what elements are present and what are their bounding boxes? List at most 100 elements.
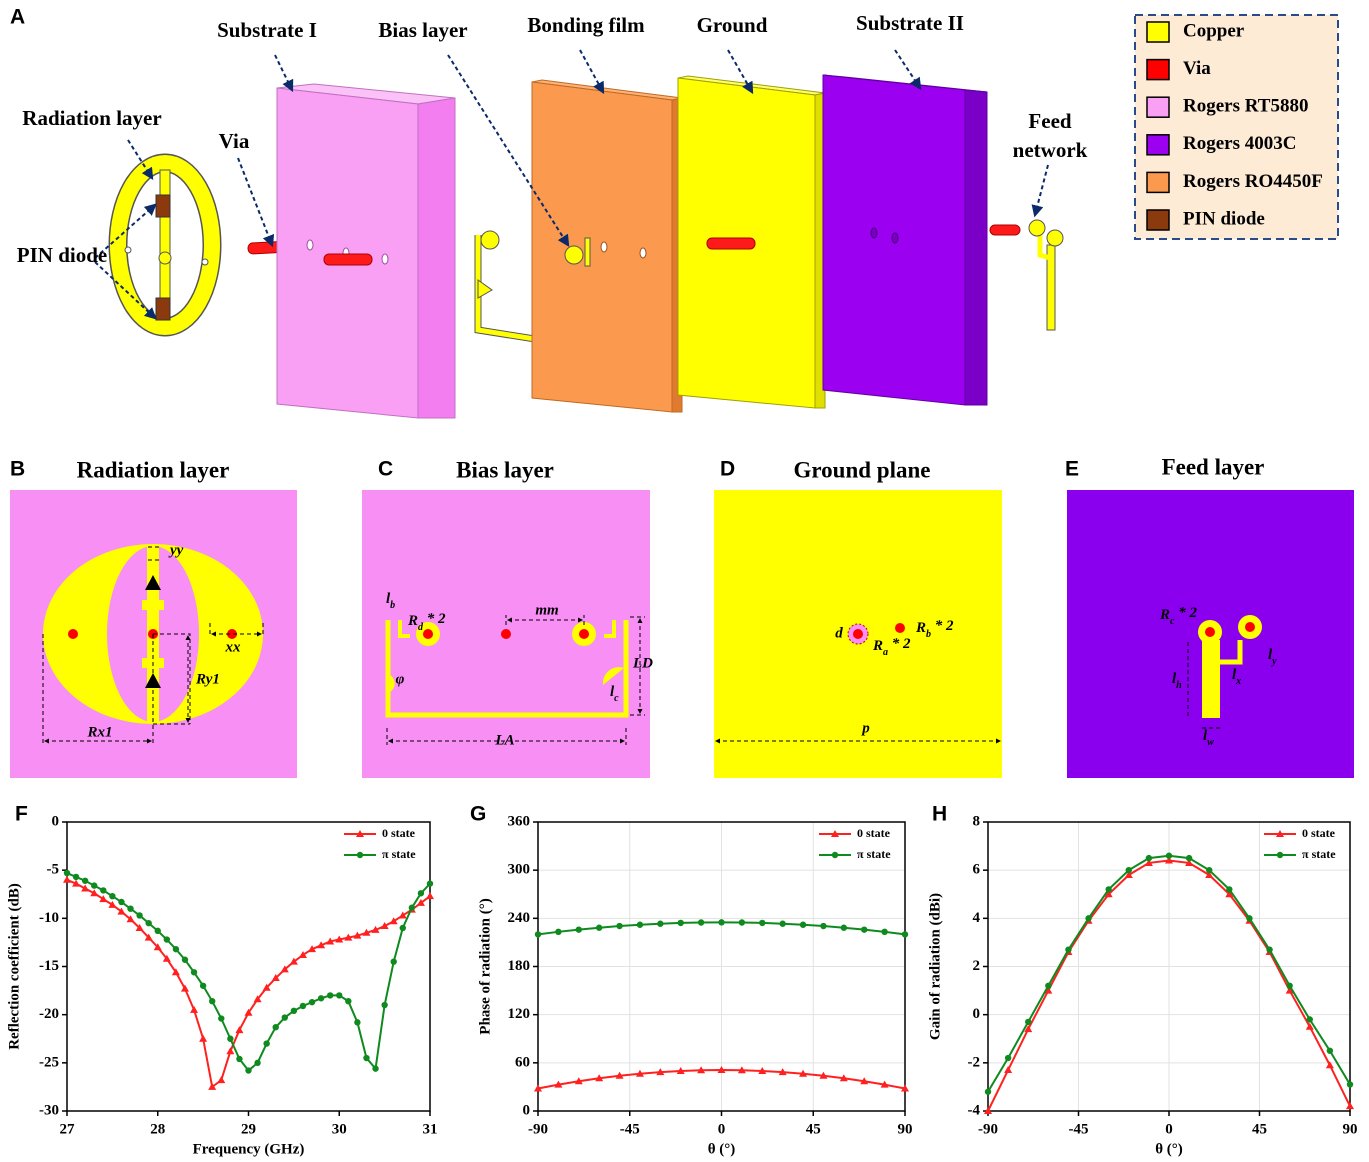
pad — [1047, 230, 1063, 246]
marker — [309, 999, 315, 1005]
marker — [64, 870, 70, 876]
panel-letter: H — [932, 803, 947, 826]
dim-label: mm — [535, 602, 558, 618]
marker — [861, 926, 867, 932]
legend-label: Rogers RT5880 — [1183, 96, 1308, 117]
hole — [640, 248, 646, 258]
marker — [300, 1003, 306, 1009]
pad — [481, 231, 499, 249]
x-axis-label: θ (°) — [708, 1141, 736, 1157]
marker — [1226, 886, 1232, 892]
arrow — [238, 158, 272, 245]
dim-sub: x — [1235, 676, 1241, 687]
stub — [478, 280, 492, 298]
marker — [209, 998, 215, 1004]
via — [707, 238, 755, 249]
y-tick-label: 120 — [508, 1006, 531, 1022]
marker — [820, 923, 826, 929]
panel-letter: E — [1065, 458, 1079, 481]
marker — [418, 890, 424, 896]
x-axis-label: θ (°) — [1155, 1141, 1183, 1157]
label: Feed — [1028, 109, 1071, 133]
pin-diode — [156, 298, 170, 320]
via-dot — [1205, 627, 1215, 637]
x-axis-label: Frequency (GHz) — [193, 1141, 305, 1157]
x-tick-label: 90 — [898, 1121, 913, 1137]
legend-label: π state — [382, 847, 416, 861]
marker — [576, 926, 582, 932]
marker — [173, 946, 179, 952]
panel-letter: C — [378, 458, 393, 481]
marker — [254, 1060, 260, 1066]
marker — [698, 919, 704, 925]
layer-panels — [10, 490, 1354, 778]
y-tick-label: 6 — [973, 862, 981, 878]
panel-title: Radiation layer — [77, 457, 230, 482]
hole — [307, 240, 313, 250]
figure: A Substrate I Bias layer Bonding film Gr… — [0, 0, 1369, 1162]
dim-base: R — [1159, 607, 1170, 623]
y-tick-label: -4 — [968, 1102, 981, 1118]
x-tick-label: 28 — [150, 1121, 165, 1137]
marker — [1206, 867, 1212, 873]
y-tick-label: 8 — [973, 813, 981, 829]
y-axis-label: Phase of radiation (°) — [477, 898, 493, 1034]
y-tick-label: 0 — [973, 1006, 981, 1022]
label: Substrate I — [217, 18, 317, 42]
label: Ground — [697, 13, 768, 37]
marker — [985, 1089, 991, 1095]
hole — [892, 233, 898, 243]
legend-label: PIN diode — [1183, 208, 1265, 229]
y-axis-label: Gain of radiation (dBi) — [927, 893, 943, 1040]
dim-label: Rx1 — [86, 724, 112, 740]
label: Bonding film — [527, 13, 645, 37]
y-tick-label: 240 — [508, 910, 531, 926]
marker — [145, 920, 151, 926]
marker — [155, 928, 161, 934]
substrate-side — [418, 98, 455, 418]
x-tick-label: 0 — [718, 1121, 726, 1137]
marker — [678, 920, 684, 926]
legend-label: 0 state — [382, 826, 416, 840]
marker — [1266, 946, 1272, 952]
marker — [263, 1040, 269, 1046]
y-tick-label: 2 — [973, 958, 981, 974]
dim-base: R — [872, 638, 883, 654]
marker — [1166, 853, 1172, 859]
marker — [535, 931, 541, 937]
panel-title: Feed layer — [1162, 454, 1265, 479]
via-dot — [501, 629, 511, 639]
marker — [226, 1047, 234, 1054]
marker — [345, 998, 351, 1004]
marker — [273, 1024, 279, 1030]
dim-after: * 2 — [423, 611, 446, 627]
marker — [1025, 1019, 1031, 1025]
feed-trace — [1202, 640, 1220, 718]
panel-letter: F — [15, 803, 28, 826]
marker — [190, 1006, 198, 1013]
legend-swatch — [1147, 60, 1169, 80]
marker — [318, 995, 324, 1001]
marker — [555, 929, 561, 935]
marker — [218, 1015, 224, 1021]
dim-label: LD — [632, 655, 653, 671]
marker — [1146, 855, 1152, 861]
hole — [601, 242, 607, 252]
dim-after: * 2 — [931, 618, 954, 634]
marker — [127, 906, 133, 912]
hole — [871, 228, 877, 238]
dim-sub: w — [1207, 737, 1214, 748]
dim-label: φ — [396, 671, 405, 687]
marker — [227, 1036, 233, 1042]
substrate-side — [965, 90, 987, 405]
marker — [1346, 1102, 1354, 1109]
y-tick-label: -10 — [39, 910, 59, 926]
hole — [202, 259, 208, 265]
label: Bias layer — [378, 18, 467, 42]
marker — [282, 1014, 288, 1020]
via-dot — [895, 623, 905, 633]
legend-label: Copper — [1183, 20, 1245, 41]
legend-swatch — [1147, 97, 1169, 117]
marker — [164, 936, 170, 942]
panel-title: Ground plane — [794, 457, 931, 482]
